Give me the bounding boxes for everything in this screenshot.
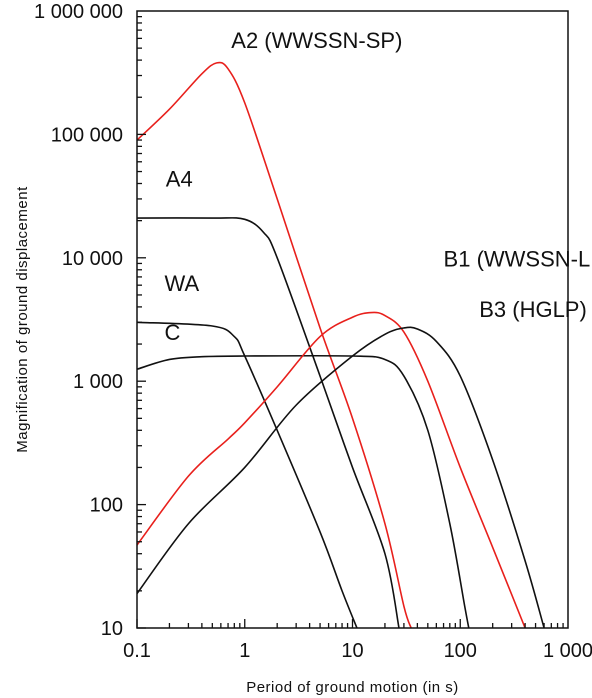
x-axis-label: Period of ground motion (in s) [246, 679, 459, 696]
ticks-layer: 0.1 1 10 100 1 000 10 100 1 000 10 000 100 000 1 0… [34, 1, 592, 662]
y-tick-label: 10 [101, 618, 123, 640]
x-tick-label: 0.1 [123, 640, 151, 662]
y-tick-label: 1 000 000 [34, 1, 123, 23]
series-line-a2-wwssn-sp [137, 61, 412, 628]
series-labels-layer: A2 (WWSSN-SP) A4 WA C B1 (WWSSN-LP) B3 (HGLP) [165, 28, 592, 345]
curves-layer [137, 61, 545, 628]
series-label: B1 (WWSSN-LP) [444, 247, 592, 272]
series-label: WA [165, 271, 200, 296]
y-tick-label: 1 000 [73, 371, 123, 393]
y-tick-label: 100 [90, 495, 123, 517]
x-tick-label: 1 000 [543, 640, 592, 662]
series-line-wa [137, 321, 358, 628]
series-label: C [165, 320, 181, 345]
series-line-b1-wwssn-lp [137, 311, 526, 628]
x-tick-label: 10 [341, 640, 363, 662]
y-tick-label: 10 000 [62, 248, 123, 270]
x-tick-label: 1 [239, 640, 250, 662]
series-label: A4 [166, 166, 193, 191]
x-tick-label: 100 [444, 640, 477, 662]
series-line-a4 [137, 217, 400, 628]
series-label: B3 (HGLP) [479, 297, 587, 322]
y-tick-label: 100 000 [51, 124, 123, 146]
series-line-b3-hglp [137, 326, 545, 628]
series-line-c [137, 354, 470, 628]
y-axis-label: Magnification of ground displacement [14, 186, 31, 453]
series-label: A2 (WWSSN-SP) [231, 28, 402, 53]
